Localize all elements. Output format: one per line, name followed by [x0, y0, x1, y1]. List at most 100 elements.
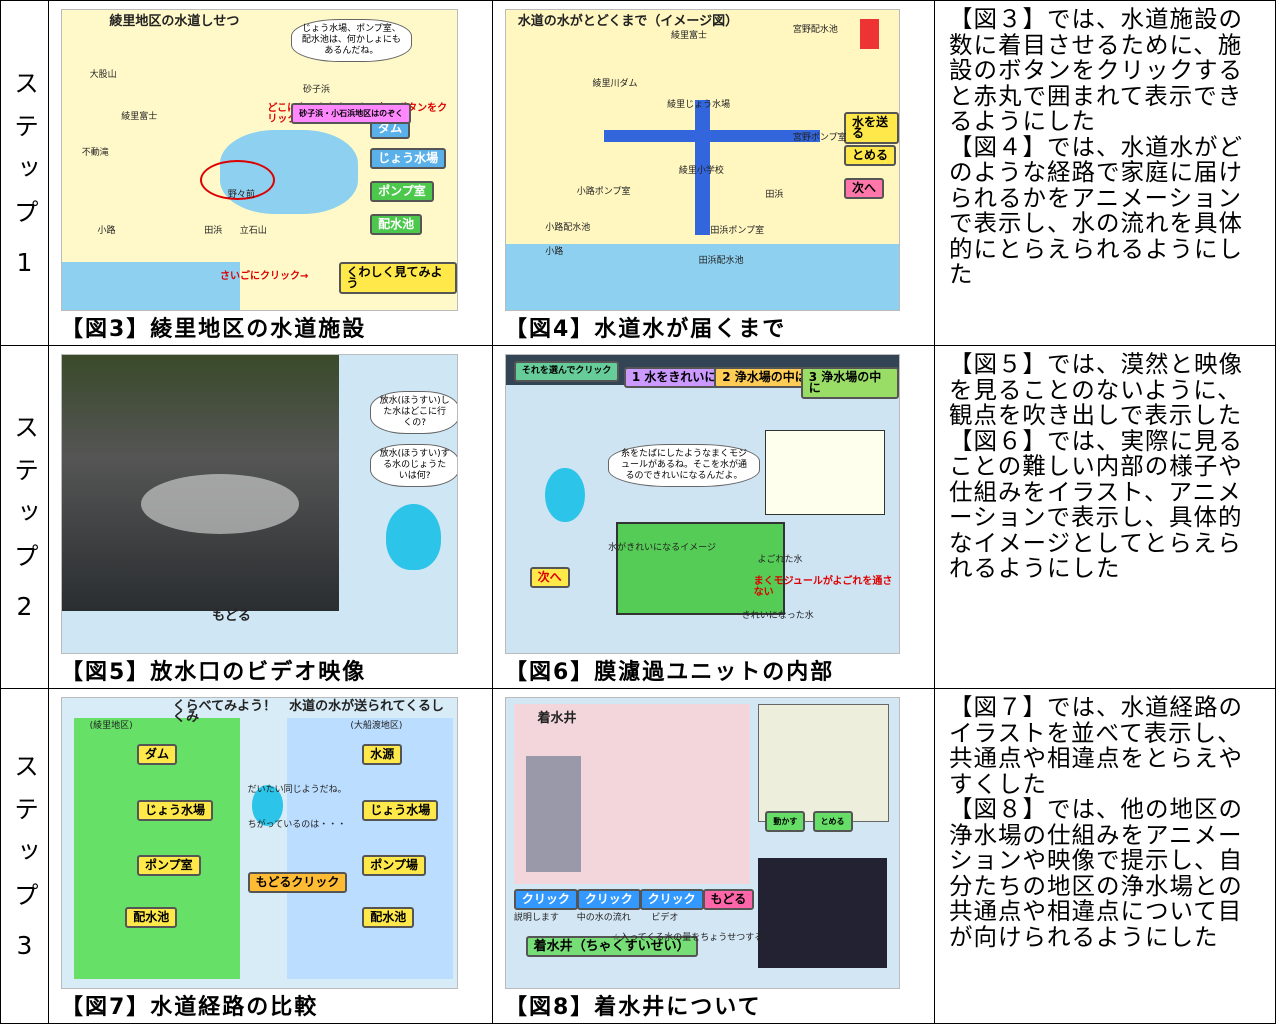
figure-label: 水がきれいになるイメージ	[608, 542, 716, 553]
figure-label: ビデオ	[651, 912, 679, 923]
figure-label: 次へ	[843, 178, 884, 199]
figure-label: よごれた水	[757, 554, 803, 565]
figure-label: 綾里小学校	[678, 166, 724, 176]
figure-caption: 【図5】放水口のビデオ映像	[61, 660, 367, 685]
figure-label: 小路	[97, 226, 116, 236]
figure-image: 放水(ほうすい)した水はどこに行くの? 放水(ほうすい)する水のじょうたいは何? も…	[61, 354, 458, 654]
figure-cell: 綾里地区の水道しせつ じょう水場、ポンプ室、配水池は、何かしょにもあるんだね。 ダム…	[48, 0, 493, 346]
figure-label: (大船渡地区)	[350, 721, 403, 732]
figure-label: 配水池	[125, 906, 178, 928]
illustration	[525, 756, 581, 872]
figure-label: 着水井	[537, 710, 577, 726]
figure-cell: 水道の水がとどくまで（イメージ図） 水を送る とめる 次へ 綾里川ダム 綾里じょう水場 宮野…	[492, 0, 935, 346]
figure-label: ポンプ室	[137, 854, 201, 876]
figure-label: クリック	[639, 889, 704, 911]
step-number: 2	[16, 591, 33, 621]
figure-cell: 着水井 クリック クリック クリック もどる 説明します 中の水の流れ ビデオ 着水井（ちゃくす…	[492, 688, 935, 1024]
figure-label: ☆入ってくる水の量をちょうせつする。	[612, 932, 773, 943]
figure-label: 水源	[362, 744, 403, 766]
figure-image: 水道の水がとどくまで（イメージ図） 水を送る とめる 次へ 綾里川ダム 綾里じょう水場 宮野…	[505, 9, 900, 311]
figure-label: それを選んでクリック	[513, 360, 620, 382]
figure-label: 1 水をきれいに	[623, 366, 725, 388]
figure-label: 宮野ポンプ室	[792, 133, 847, 143]
illustration	[385, 504, 442, 570]
figure-label: クリック	[576, 889, 641, 911]
illustration	[506, 244, 899, 310]
figure-label: 3 浄水場の中に	[800, 366, 899, 399]
description-text: 【図５】では、漠然と映像を見ることのないように、観点を吹き出しで表示した	[949, 350, 1243, 429]
description-cell: 【図５】では、漠然と映像を見ることのないように、観点を吹き出しで表示した 【図６】…	[934, 345, 1276, 689]
description-text: 【図４】では、水道水がどのような経路で家庭に届けられるかをアニメーションで表示し…	[949, 132, 1243, 288]
figure-label: ポンプ室	[370, 181, 434, 202]
figure-label: 綾里地区の水道しせつ	[109, 14, 240, 29]
figure-label: とめる	[843, 145, 896, 166]
figure-label: ポンプ場	[362, 854, 426, 876]
figure-label: もどるクリック	[247, 872, 348, 893]
figure-label: きれいになった水	[741, 611, 814, 622]
figure-label: 次へ	[529, 566, 570, 588]
figure-label: じょう水場	[362, 799, 439, 821]
figure-label: くわしく見てみよう	[338, 262, 457, 294]
figure-label: 水を送る	[843, 112, 899, 144]
figure-label: 野々前	[227, 190, 255, 200]
figure-label: じょう水場	[370, 148, 447, 169]
illustration	[859, 19, 880, 49]
figure-image: くらべてみよう！ 水道の水が送られてくるしくみ (綾里地区) (大船渡地区) ダム じょ…	[61, 697, 458, 989]
figure-label: 小路ポンプ室	[576, 187, 631, 197]
illustration	[757, 703, 890, 822]
figure-label: 田浜配水池	[698, 256, 744, 266]
step-cell: ステップ 2	[0, 345, 49, 689]
figure-label: 糸をたばにしたようなまくモジュールがあるね。そこを水が通るのできれいになるんだよ…	[608, 444, 760, 488]
figure-label: だいたい同じようだね。	[247, 785, 347, 795]
figure-label: 中の水の流れ	[576, 912, 631, 923]
illustration	[200, 160, 276, 200]
figure-label: 2 浄水場の中は	[714, 366, 815, 388]
step-number: 3	[16, 930, 33, 960]
figure-label: 綾里富士	[121, 112, 158, 122]
figure-caption: 【図8】着水井について	[505, 995, 762, 1020]
figure-label: ダム	[137, 744, 178, 766]
figure-label: 田浜	[765, 190, 784, 200]
figure-label: 立石山	[239, 226, 267, 236]
step-cell: ステップ 1	[0, 0, 49, 346]
figure-label: 動かす	[765, 811, 806, 833]
illustration	[757, 857, 888, 968]
figure-label: (綾里地区)	[89, 721, 133, 732]
illustration	[545, 468, 585, 522]
figure-label: 綾里富士	[671, 31, 708, 41]
description-text: 【図３】では、水道施設の数に着目させるために、施設のボタンをクリックすると赤丸で…	[949, 5, 1243, 135]
description-text: 【図８】では、他の地区の浄水場の仕組みをアニメーションや映像で提示し、自分たちの…	[949, 795, 1243, 951]
figure-caption: 【図6】膜濾過ユニットの内部	[505, 660, 835, 685]
figure-cell: それを選んでクリック 1 水をきれいに 2 浄水場の中は 3 浄水場の中に糸をたばにし…	[492, 345, 935, 689]
figure-label: 小路配水池	[545, 223, 591, 233]
figure-label: もどる	[212, 609, 251, 625]
step-label: ステップ	[10, 413, 40, 586]
step-label: ステップ	[10, 69, 40, 242]
figure-label: 不動滝	[81, 148, 109, 158]
figure-label: じょう水場、ポンプ室、配水池は、何かしょにもあるんだね。	[291, 19, 412, 62]
figure-label: 水道の水がとどくまで（イメージ図）	[517, 14, 739, 29]
figure-label: 綾里じょう水場	[667, 100, 731, 110]
figure-image: それを選んでクリック 1 水をきれいに 2 浄水場の中は 3 浄水場の中に糸をたばにし…	[505, 354, 900, 654]
figure-label: 砂子浜・小石浜地区はのぞく	[291, 103, 412, 124]
figure-cell: 放水(ほうすい)した水はどこに行くの? 放水(ほうすい)する水のじょうたいは何? も…	[48, 345, 493, 689]
figure-label: 田浜	[204, 226, 223, 236]
description-cell: 【図３】では、水道施設の数に着目させるために、施設のボタンをクリックすると赤丸で…	[934, 0, 1276, 346]
figure-caption: 【図3】綾里地区の水道施設	[61, 317, 367, 342]
figure-label: 綾里川ダム	[592, 79, 638, 89]
figure-label: 放水(ほうすい)する水のじょうたいは何?	[370, 444, 457, 488]
illustration	[694, 100, 711, 235]
figure-label: 砂子浜	[302, 85, 330, 95]
figure-image: 綾里地区の水道しせつ じょう水場、ポンプ室、配水池は、何かしょにもあるんだね。 ダム…	[61, 9, 458, 311]
figure-label: 宮野配水池	[792, 25, 838, 35]
figure-label: とめる	[812, 811, 853, 833]
figure-label: 配水池	[370, 214, 423, 235]
figure-caption: 【図4】水道水が届くまで	[505, 317, 787, 342]
illustration	[604, 130, 821, 142]
figure-label: 大股山	[89, 70, 117, 80]
illustration	[765, 429, 886, 515]
illustration	[62, 262, 240, 310]
description-text: 【図６】では、実際に見ることの難しい内部の様子や仕組みをイラスト、アニメーション…	[949, 426, 1243, 582]
step-cell: ステップ 3	[0, 688, 49, 1024]
